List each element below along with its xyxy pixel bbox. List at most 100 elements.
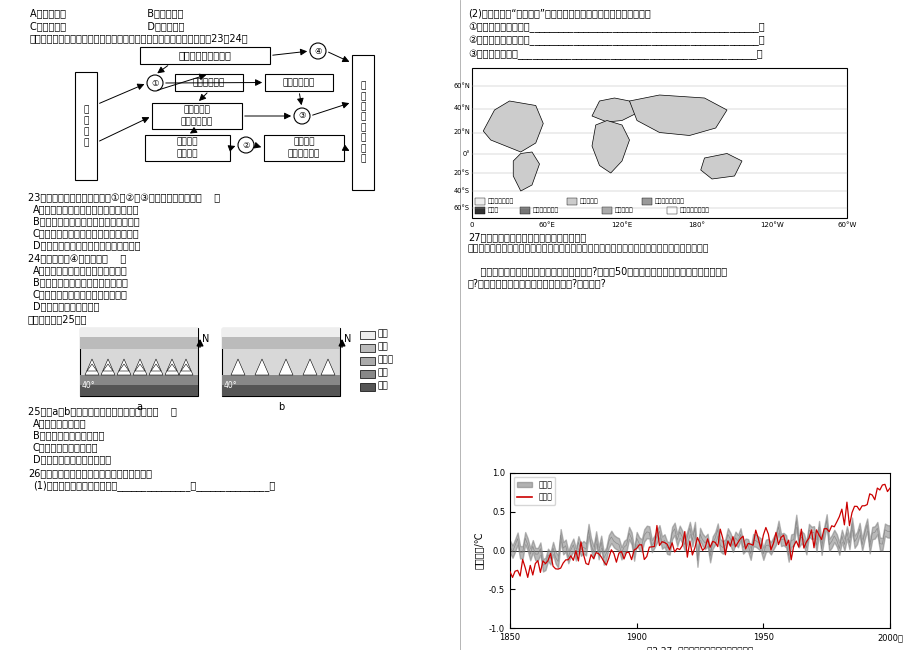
Text: 封冻面积扩大: 封冻面积扩大 bbox=[193, 78, 225, 87]
Y-axis label: 气温变化/℃: 气温变化/℃ bbox=[473, 532, 482, 569]
Text: A．地震将频繁发生: A．地震将频繁发生 bbox=[33, 418, 86, 428]
Text: 荒漠: 荒漠 bbox=[378, 382, 389, 391]
Text: D．气候变冷、温室作用增强、气候变暖: D．气候变冷、温室作用增强、气候变暖 bbox=[33, 240, 141, 250]
Bar bbox=[80, 328, 198, 337]
Text: (2)据图分析：“温室效应”对下列地区农业生产将会产生的影响有：: (2)据图分析：“温室效应”对下列地区农业生产将会产生的影响有： bbox=[468, 8, 650, 18]
Text: ①南北回归线附近地区_______________________________________________。: ①南北回归线附近地区______________________________… bbox=[468, 22, 764, 32]
X-axis label: 图2.27  近现代全球年平均气温变化曲线: 图2.27 近现代全球年平均气温变化曲线 bbox=[646, 646, 753, 650]
Text: 生物繁盛
光合作用加强: 生物繁盛 光合作用加强 bbox=[288, 138, 320, 159]
Text: 苔原: 苔原 bbox=[378, 343, 389, 352]
Polygon shape bbox=[119, 364, 129, 371]
Text: 草原: 草原 bbox=[378, 369, 389, 378]
Text: B．大气对太阳辐射的散射作用增强: B．大气对太阳辐射的散射作用增强 bbox=[33, 277, 128, 287]
Text: 北移动地域: 北移动地域 bbox=[579, 199, 598, 204]
Text: ①: ① bbox=[151, 79, 159, 88]
Text: A．气候变暖、温室作用增强、气候变暖: A．气候变暖、温室作用增强、气候变暖 bbox=[33, 204, 140, 214]
Text: 灰色代表的是仅考虑自然变化得到的模拟值，黑色代表的是实际气温变化曲线。读图回答问题：: 灰色代表的是仅考虑自然变化得到的模拟值，黑色代表的是实际气温变化曲线。读图回答问… bbox=[468, 244, 709, 253]
Bar bbox=[80, 375, 198, 385]
Text: C．海水膨脹                          D．地面沉降: C．海水膨脹 D．地面沉降 bbox=[30, 21, 184, 31]
Bar bbox=[359, 370, 375, 378]
Text: 20°S: 20°S bbox=[453, 170, 470, 176]
Polygon shape bbox=[167, 364, 176, 371]
Text: 24．图中箭头④的含义是（    ）: 24．图中箭头④的含义是（ ） bbox=[28, 253, 126, 263]
Text: 洋
面
封
冻: 洋 面 封 冻 bbox=[84, 105, 88, 147]
Bar bbox=[221, 385, 340, 396]
Text: 读下图，回笥25题。: 读下图，回笥25题。 bbox=[28, 314, 87, 324]
Bar bbox=[519, 207, 529, 214]
Text: (1)造成温室效应的主要物质有_______________和_______________。: (1)造成温室效应的主要物质有_______________和_________… bbox=[33, 480, 275, 491]
Text: 作物稳持带: 作物稳持带 bbox=[614, 208, 633, 213]
Text: 灌水分不足地域: 灌水分不足地域 bbox=[487, 199, 514, 204]
Polygon shape bbox=[513, 152, 539, 191]
Bar bbox=[221, 375, 340, 385]
Polygon shape bbox=[149, 359, 163, 375]
Text: A．冰川融化                          B．全球变暖: A．冰川融化 B．全球变暖 bbox=[30, 8, 183, 18]
Text: 用?该因素是通过什么方式使气候变暖的?如何解决?: 用?该因素是通过什么方式使气候变暖的?如何解决? bbox=[468, 278, 607, 288]
Text: N: N bbox=[202, 334, 210, 344]
Bar bbox=[471, 68, 846, 218]
FancyBboxPatch shape bbox=[145, 135, 230, 161]
Text: ②温带耕作业发达地区_______________________________________________。: ②温带耕作业发达地区______________________________… bbox=[468, 36, 764, 46]
Text: 60°S: 60°S bbox=[453, 205, 470, 211]
Polygon shape bbox=[278, 359, 292, 375]
Polygon shape bbox=[629, 95, 726, 135]
Text: ②: ② bbox=[242, 140, 249, 150]
Bar bbox=[474, 207, 484, 214]
Text: b: b bbox=[278, 402, 284, 412]
Text: 下图为「洋面封冻与水、气候、生物相互作用关系示意图」。读后完成23～24。: 下图为「洋面封冻与水、气候、生物相互作用关系示意图」。读后完成23～24。 bbox=[30, 33, 248, 43]
Text: 23．根据图示信息，判断数字①、②、③代表的内容分别是（    ）: 23．根据图示信息，判断数字①、②、③代表的内容分别是（ ） bbox=[28, 192, 220, 202]
Bar bbox=[601, 207, 611, 214]
Bar bbox=[359, 331, 375, 339]
Text: 40°: 40° bbox=[223, 381, 237, 390]
Text: 针叶林: 针叶林 bbox=[378, 356, 393, 365]
FancyBboxPatch shape bbox=[264, 135, 344, 161]
Bar bbox=[221, 328, 340, 337]
Text: 60°E: 60°E bbox=[538, 222, 555, 228]
FancyBboxPatch shape bbox=[265, 74, 333, 91]
Bar bbox=[221, 337, 340, 349]
Text: a: a bbox=[136, 402, 142, 412]
Text: D．大气的保温作用增强: D．大气的保温作用增强 bbox=[33, 301, 99, 311]
Text: C．氯氟烃对臭氧层的破坏作用增强: C．氯氟烃对臭氧层的破坏作用增强 bbox=[33, 289, 128, 299]
FancyBboxPatch shape bbox=[352, 55, 374, 190]
Text: 近现代气候变化主要受哪两方面因素的影响?对于近50年来的气候变暖，哪方面因素起主导作: 近现代气候变化主要受哪两方面因素的影响?对于近50年来的气候变暖，哪方面因素起主… bbox=[468, 266, 726, 276]
Text: ③亚寒带某些地区_________________________________________________。: ③亚寒带某些地区________________________________… bbox=[468, 50, 762, 60]
Text: 人口增长与粮食生: 人口增长与粮食生 bbox=[679, 208, 709, 213]
Text: 25．与a到b的变化的原因最有可能相同的是（    ）: 25．与a到b的变化的原因最有可能相同的是（ ） bbox=[28, 406, 176, 416]
Text: 180°: 180° bbox=[687, 222, 705, 228]
Text: 40°S: 40°S bbox=[453, 188, 470, 194]
Text: 120°W: 120°W bbox=[759, 222, 783, 228]
Polygon shape bbox=[302, 359, 317, 375]
Text: 蕲发减少
气候变干: 蕲发减少 气候变干 bbox=[176, 138, 198, 159]
Text: 二
氧
化
碳
浓
度
降
低: 二 氧 化 碳 浓 度 降 低 bbox=[360, 82, 365, 163]
Polygon shape bbox=[165, 359, 179, 375]
Polygon shape bbox=[103, 364, 113, 371]
Text: ③: ③ bbox=[298, 112, 305, 120]
Polygon shape bbox=[87, 364, 96, 371]
Text: 产能力不足粮地域: 产能力不足粮地域 bbox=[654, 199, 685, 204]
Text: 作物能源期黑土: 作物能源期黑土 bbox=[532, 208, 559, 213]
Polygon shape bbox=[321, 359, 335, 375]
FancyBboxPatch shape bbox=[140, 47, 269, 64]
Bar bbox=[359, 383, 375, 391]
Polygon shape bbox=[179, 359, 193, 375]
Text: 0°: 0° bbox=[462, 151, 470, 157]
Polygon shape bbox=[591, 98, 636, 122]
Bar bbox=[474, 198, 484, 205]
Text: 生物衰退，
光合作用减弱: 生物衰退， 光合作用减弱 bbox=[181, 105, 213, 126]
Text: D．黄河三角洲将向海洋推进: D．黄河三角洲将向海洋推进 bbox=[33, 454, 111, 464]
Text: A．大气对地面辐射的吸收作用减弱: A．大气对地面辐射的吸收作用减弱 bbox=[33, 265, 128, 275]
Polygon shape bbox=[255, 359, 268, 375]
Text: 40°: 40° bbox=[82, 381, 96, 390]
Text: 27．右图是近代全球平均气温变化图，图中: 27．右图是近代全球平均气温变化图，图中 bbox=[468, 232, 585, 242]
Bar bbox=[641, 198, 652, 205]
Text: C．气候变暖、温室作用减弱、气候变冷: C．气候变暖、温室作用减弱、气候变冷 bbox=[33, 228, 140, 238]
Polygon shape bbox=[181, 364, 191, 371]
Polygon shape bbox=[231, 359, 244, 375]
Text: 0: 0 bbox=[470, 222, 473, 228]
Polygon shape bbox=[482, 101, 542, 152]
Text: 60°W: 60°W bbox=[836, 222, 856, 228]
Text: C．华北地区旱情将加重: C．华北地区旱情将加重 bbox=[33, 442, 98, 452]
Text: 40°N: 40°N bbox=[453, 105, 470, 112]
Bar bbox=[221, 328, 340, 396]
